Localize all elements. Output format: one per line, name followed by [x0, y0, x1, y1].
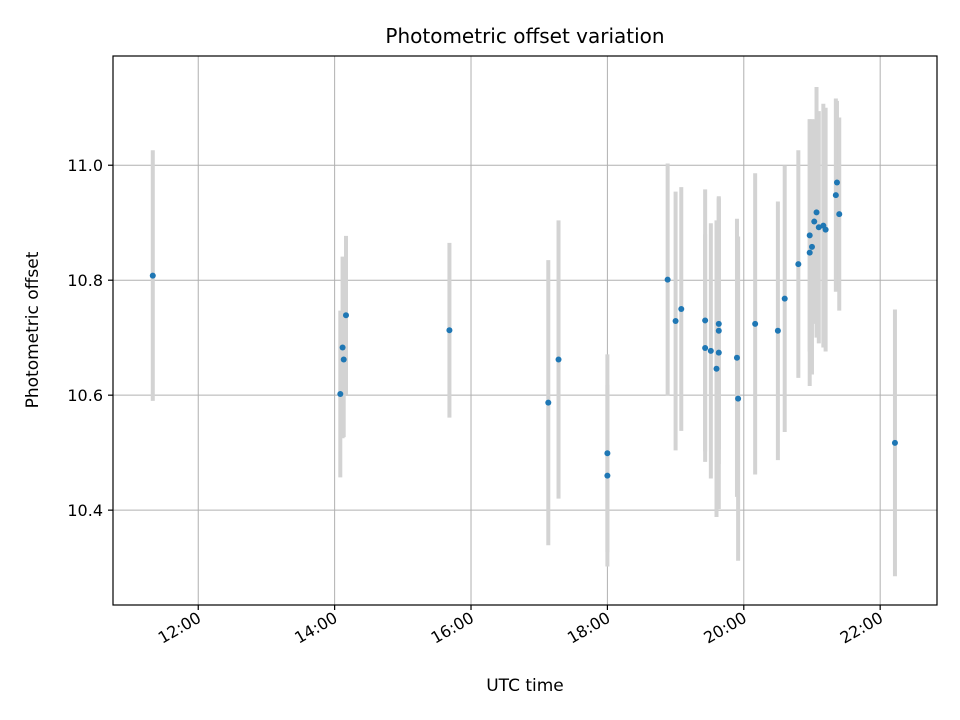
data-point: [678, 305, 685, 312]
data-point: [715, 320, 722, 327]
data-point: [545, 399, 552, 406]
data-point: [713, 365, 720, 372]
data-point: [604, 472, 611, 479]
data-point: [735, 395, 742, 402]
data-point: [752, 320, 759, 327]
data-point: [836, 211, 843, 218]
data-point: [702, 345, 709, 352]
data-point: [149, 272, 156, 279]
y-tick-label: 10.4: [67, 501, 103, 520]
y-axis-ticks: 10.4 10.6 10.8 11.0: [67, 156, 113, 520]
x-tick-label: 16:00: [428, 608, 477, 648]
data-point: [702, 317, 709, 324]
x-tick-label: 18:00: [564, 608, 613, 648]
data-point: [555, 356, 562, 363]
data-point: [815, 224, 822, 231]
data-point: [833, 179, 840, 186]
data-point: [664, 276, 671, 283]
data-point: [795, 261, 802, 268]
data-point: [806, 232, 813, 239]
x-axis-label: UTC time: [486, 676, 564, 696]
data-point: [342, 312, 349, 319]
data-point: [806, 249, 813, 256]
chart-title: Photometric offset variation: [385, 24, 664, 48]
x-tick-label: 14:00: [291, 608, 340, 648]
data-point: [446, 327, 453, 334]
data-point: [604, 450, 611, 457]
y-tick-label: 11.0: [67, 156, 103, 175]
data-point: [781, 295, 788, 302]
data-point: [891, 439, 898, 446]
y-axis-label: Photometric offset: [23, 251, 43, 408]
point-layer: [149, 179, 898, 479]
plot-area-frame: [112, 55, 938, 606]
data-point: [707, 347, 714, 354]
x-tick-label: 20:00: [700, 608, 749, 648]
data-point: [339, 344, 346, 351]
data-point: [811, 218, 818, 225]
y-tick-label: 10.8: [67, 271, 103, 290]
x-axis-ticks: 12:00 14:00 16:00 18:00 20:00 22:00: [155, 605, 886, 648]
data-point: [337, 391, 344, 398]
y-tick-label: 10.6: [67, 386, 103, 405]
data-point: [672, 318, 679, 325]
data-point: [808, 243, 815, 250]
x-tick-label: 12:00: [155, 608, 204, 648]
data-point: [715, 349, 722, 356]
data-point: [813, 209, 820, 216]
errorbar-layer: [150, 87, 897, 577]
data-point: [832, 192, 839, 199]
data-point: [822, 226, 829, 233]
data-point: [715, 327, 722, 334]
x-tick-label: 22:00: [837, 608, 886, 648]
data-point: [340, 356, 347, 363]
data-point: [733, 354, 740, 361]
data-point: [774, 327, 781, 334]
